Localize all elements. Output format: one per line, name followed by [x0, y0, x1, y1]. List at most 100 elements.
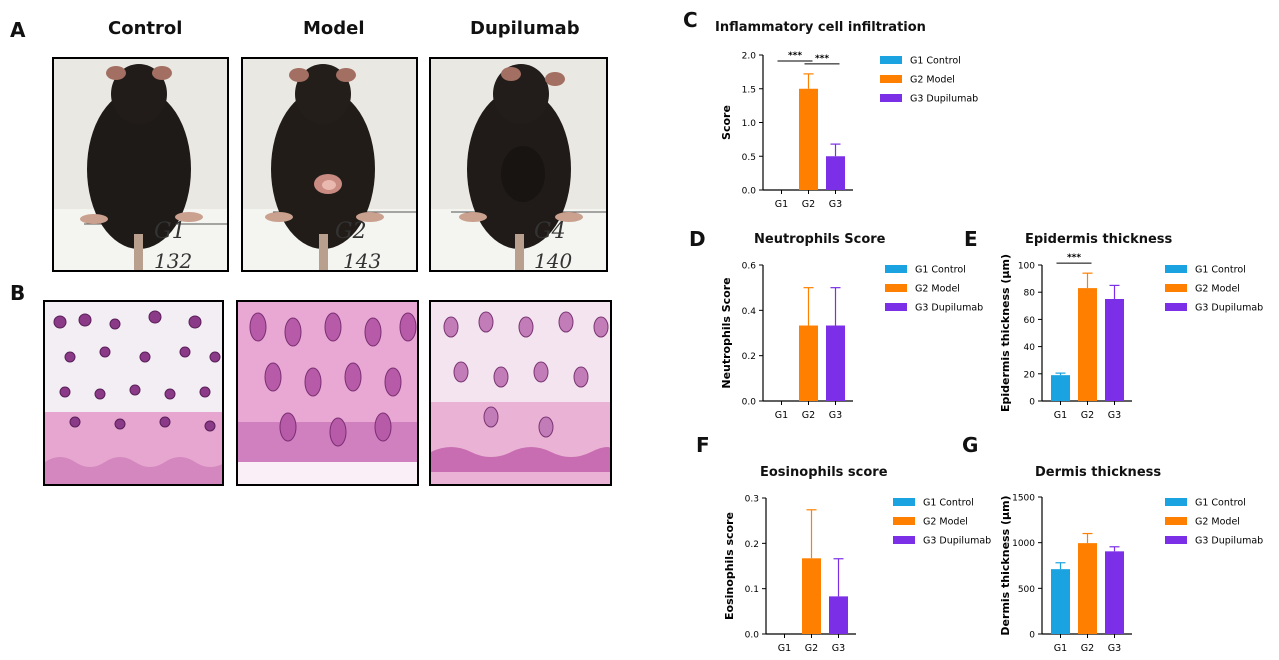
y-tick-label: 0.0	[745, 631, 760, 641]
legend-label: G3 Dupilumab	[1195, 536, 1263, 547]
significance-label: ***	[1067, 253, 1081, 263]
y-tick-label: 0.6	[742, 262, 757, 272]
mouse-tag-group: G1	[154, 219, 186, 244]
y-tick-label: 1.0	[742, 119, 757, 129]
legend-swatch	[885, 265, 907, 273]
y-tick-label: 2.0	[742, 52, 757, 62]
bar-g2	[1078, 288, 1097, 401]
legend-label: G3 Dupilumab	[923, 536, 991, 547]
photo-column-dupilumab: Dupilumab	[470, 18, 580, 39]
x-tick-label: G3	[829, 410, 842, 421]
photo-column-control: Control	[108, 18, 183, 39]
legend-swatch	[885, 303, 907, 311]
chart-title: Eosinophils score	[760, 465, 888, 480]
y-tick-label: 0.2	[745, 540, 759, 550]
mouse-tag-group: G4	[534, 219, 566, 244]
mouse-illustration	[54, 64, 227, 270]
panel-label-c: C	[683, 8, 698, 32]
mouse-tag-id: 132	[154, 249, 193, 272]
legend-label: G2 Model	[910, 75, 955, 86]
mouse-photo-dupilumab: G4 140	[429, 57, 608, 272]
x-tick-label: G1	[1054, 410, 1067, 421]
legend-swatch	[893, 517, 915, 525]
bar-g3	[829, 596, 848, 634]
legend-swatch	[893, 498, 915, 506]
panel-label-a: A	[10, 18, 26, 42]
x-tick-label: G2	[1081, 643, 1094, 654]
y-tick-label: 0.0	[742, 398, 757, 408]
panel-label-b: B	[10, 281, 26, 305]
y-tick-label: 80	[1024, 289, 1036, 299]
mouse-tag-group: G2	[335, 219, 367, 244]
bar-g3	[1105, 551, 1124, 634]
legend-label: G1 Control	[1195, 498, 1246, 509]
y-tick-label: 60	[1024, 316, 1036, 326]
legend-swatch	[880, 75, 902, 83]
x-tick-label: G3	[829, 199, 842, 210]
x-tick-label: G2	[802, 199, 815, 210]
legend-swatch	[880, 94, 902, 102]
mouse-illustration	[243, 64, 416, 270]
y-tick-label: 1500	[1012, 494, 1035, 504]
y-tick-label: 100	[1018, 262, 1035, 272]
y-axis-label: Eosinophils score	[723, 512, 736, 620]
y-tick-label: 0.4	[742, 307, 757, 317]
bar-g3	[826, 156, 845, 190]
y-tick-label: 500	[1018, 585, 1035, 595]
legend-label: G3 Dupilumab	[1195, 303, 1263, 314]
legend-label: G2 Model	[923, 517, 968, 528]
histology-illustration	[431, 302, 610, 484]
legend-swatch	[880, 56, 902, 64]
legend-label: G1 Control	[1195, 265, 1246, 276]
legend-swatch	[1165, 498, 1187, 506]
photo-column-model: Model	[303, 18, 365, 39]
x-tick-label: G2	[805, 643, 818, 654]
significance-label: ***	[815, 54, 829, 64]
significance-label: ***	[788, 51, 802, 61]
legend-label: G1 Control	[923, 498, 974, 509]
legend-swatch	[1165, 536, 1187, 544]
bar-g1	[1051, 375, 1070, 401]
y-tick-label: 0.3	[745, 495, 759, 505]
legend-swatch	[1165, 517, 1187, 525]
panel-label-e: E	[964, 227, 978, 251]
legend-label: G3 Dupilumab	[915, 303, 983, 314]
x-tick-label: G3	[1108, 410, 1121, 421]
x-tick-label: G1	[1054, 643, 1067, 654]
legend-swatch	[1165, 284, 1187, 292]
y-tick-label: 0.1	[745, 585, 759, 595]
x-tick-label: G3	[1108, 643, 1121, 654]
bar-g1	[1051, 569, 1070, 634]
y-tick-label: 0	[1029, 398, 1035, 408]
x-tick-label: G1	[778, 643, 791, 654]
histology-model	[236, 300, 419, 486]
y-tick-label: 0.2	[742, 352, 756, 362]
chart-title: Epidermis thickness	[1025, 232, 1173, 247]
legend-label: G2 Model	[1195, 284, 1240, 295]
panel-label-g: G	[962, 433, 979, 457]
legend-swatch	[1165, 265, 1187, 273]
chart-title: Dermis thickness	[1035, 465, 1162, 480]
mouse-photo-model: G2 143	[241, 57, 418, 272]
bar-g3	[1105, 299, 1124, 401]
bar-g2	[799, 88, 818, 190]
chart-title: Neutrophils Score	[754, 232, 886, 247]
y-tick-label: 40	[1024, 343, 1036, 353]
x-tick-label: G3	[832, 643, 845, 654]
mouse-tag-id: 140	[534, 249, 573, 272]
legend-swatch	[893, 536, 915, 544]
bar-g3	[826, 325, 845, 401]
x-tick-label: G1	[775, 199, 788, 210]
histology-illustration	[238, 302, 417, 484]
legend-label: G1 Control	[915, 265, 966, 276]
legend-label: G3 Dupilumab	[910, 94, 978, 105]
legend-swatch	[885, 284, 907, 292]
mouse-tag-id: 143	[343, 249, 382, 272]
y-axis-label: Dermis thickness (μm)	[999, 495, 1012, 635]
panel-label-f: F	[696, 433, 710, 457]
mouse-illustration	[431, 64, 606, 270]
chart-title: Inflammatory cell infiltration	[715, 20, 926, 35]
y-tick-label: 20	[1024, 370, 1036, 380]
legend-label: G2 Model	[1195, 517, 1240, 528]
legend-label: G1 Control	[910, 56, 961, 67]
